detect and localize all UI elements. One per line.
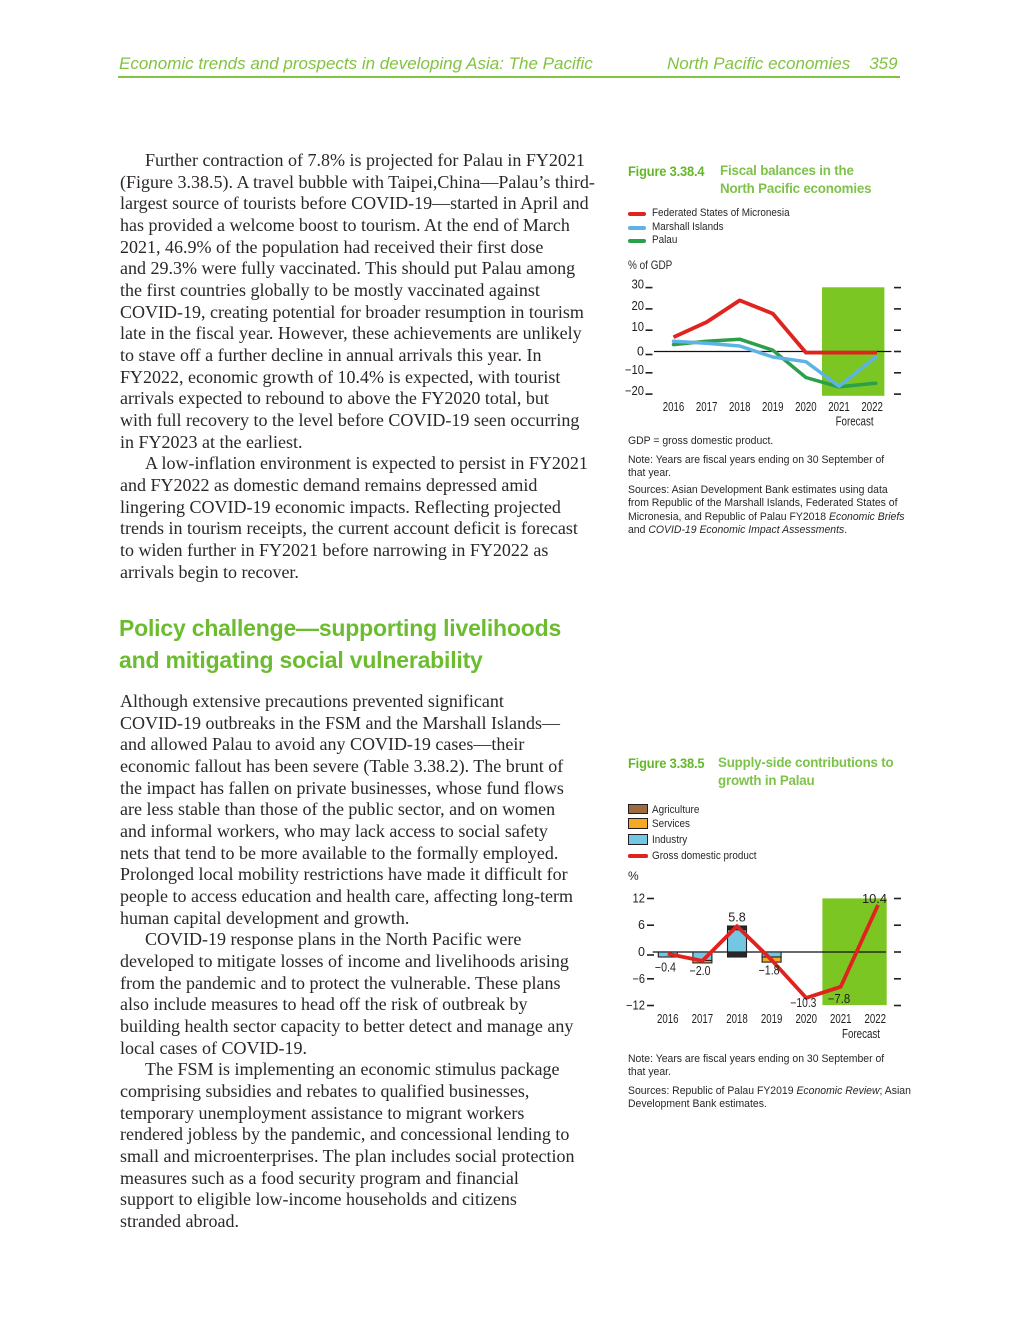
svg-text:10.4: 10.4 xyxy=(862,892,887,906)
svg-text:2017: 2017 xyxy=(692,1011,714,1026)
svg-text:−12: −12 xyxy=(626,999,645,1013)
svg-text:−20: −20 xyxy=(625,384,644,398)
svg-text:2016: 2016 xyxy=(657,1011,679,1026)
svg-text:2020: 2020 xyxy=(795,1011,817,1026)
svg-text:2022: 2022 xyxy=(861,399,883,414)
svg-text:6: 6 xyxy=(638,918,645,932)
svg-text:−10.3: −10.3 xyxy=(790,996,816,1010)
svg-text:−0.4: −0.4 xyxy=(655,960,676,974)
svg-text:2016: 2016 xyxy=(663,399,685,414)
svg-text:5.8: 5.8 xyxy=(728,911,746,925)
svg-text:−1.8: −1.8 xyxy=(759,964,780,978)
svg-text:Forecast: Forecast xyxy=(842,1027,880,1041)
svg-text:10: 10 xyxy=(632,320,645,334)
svg-text:−7.8: −7.8 xyxy=(828,992,851,1006)
svg-text:2017: 2017 xyxy=(696,399,718,414)
svg-text:2019: 2019 xyxy=(761,1011,783,1026)
svg-text:0: 0 xyxy=(637,345,644,359)
svg-text:2018: 2018 xyxy=(726,1011,748,1026)
svg-text:2018: 2018 xyxy=(729,399,751,414)
svg-text:2019: 2019 xyxy=(762,399,784,414)
svg-text:−2.0: −2.0 xyxy=(690,964,711,978)
svg-text:2021: 2021 xyxy=(830,1011,852,1026)
svg-text:0: 0 xyxy=(638,945,645,959)
svg-text:2020: 2020 xyxy=(795,399,817,414)
svg-text:2022: 2022 xyxy=(865,1011,887,1026)
svg-text:12: 12 xyxy=(633,892,646,906)
svg-text:20: 20 xyxy=(632,299,645,313)
svg-text:2021: 2021 xyxy=(828,399,850,414)
svg-text:−10: −10 xyxy=(625,363,644,377)
svg-text:−6: −6 xyxy=(633,972,646,986)
svg-text:Forecast: Forecast xyxy=(836,415,874,429)
svg-text:30: 30 xyxy=(632,278,645,292)
